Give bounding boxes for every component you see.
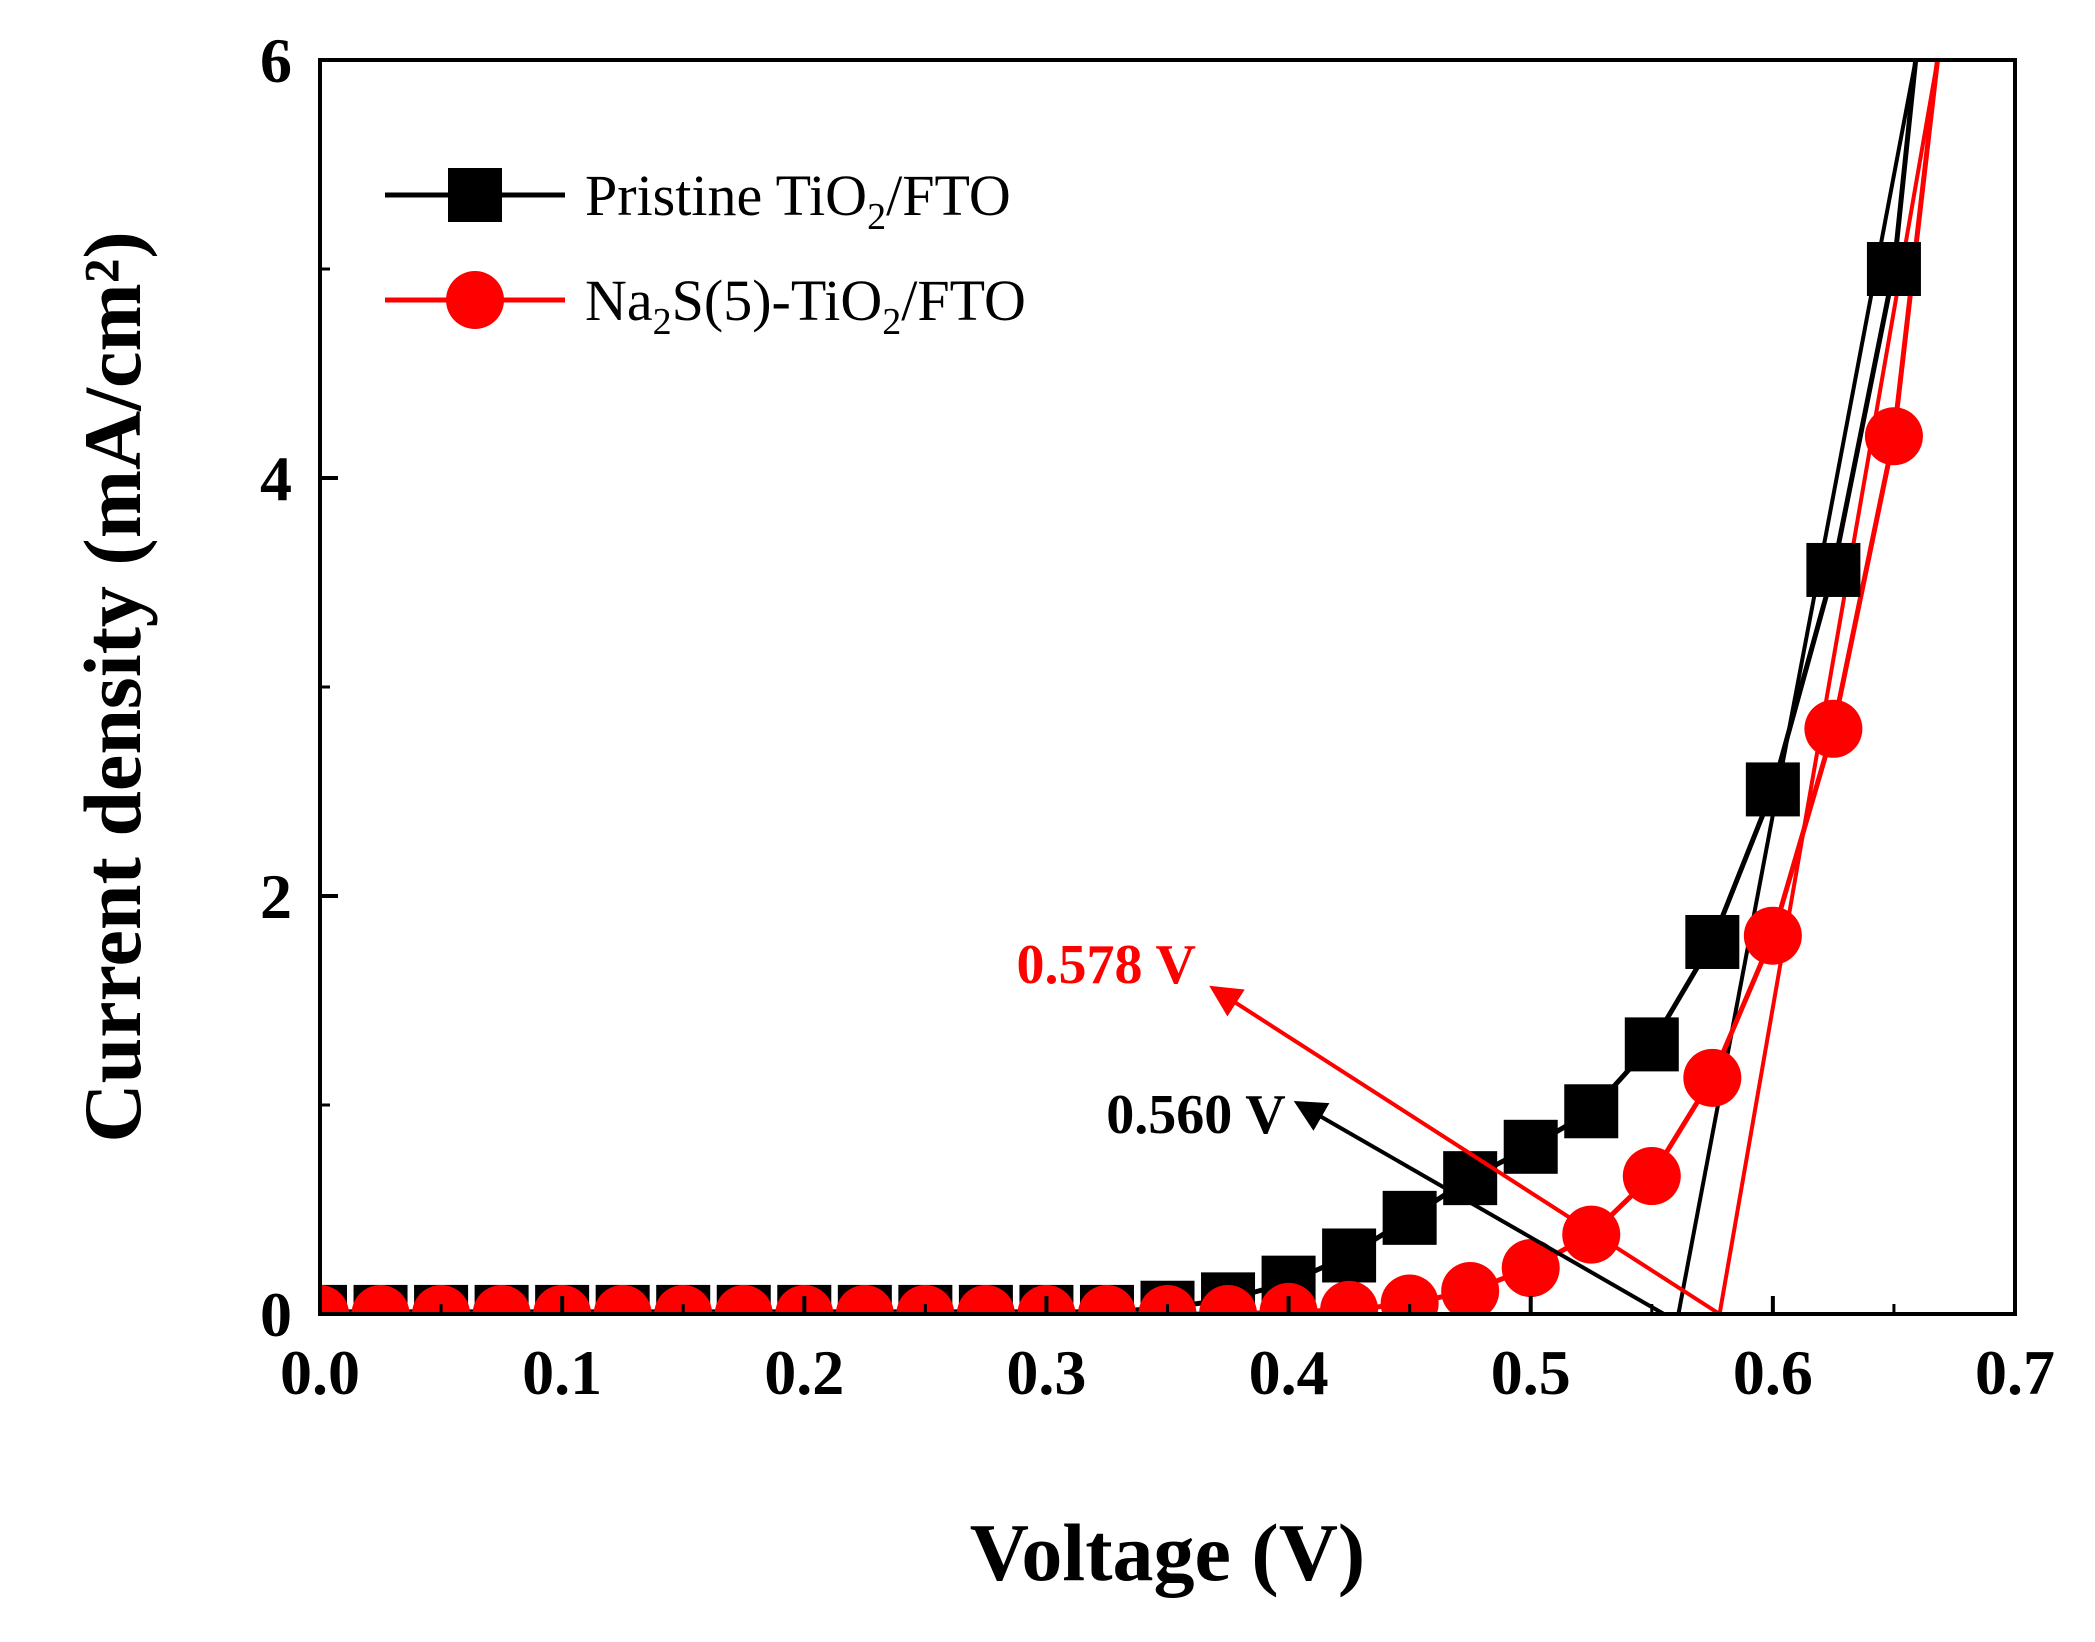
series-1-point-10	[896, 1285, 955, 1314]
series-1-point-6	[654, 1285, 713, 1314]
series-1-point-3	[472, 1285, 531, 1314]
y-tick-label-1: 2	[260, 861, 292, 932]
series-1-point-18	[1380, 1274, 1439, 1314]
series-1-point-26	[1864, 407, 1923, 466]
x-tick-label-1: 0.1	[522, 1337, 602, 1408]
series-1-point-9	[835, 1285, 894, 1314]
series-1-point-2	[412, 1285, 471, 1314]
legend-label-0: Pristine TiO2/FTO	[585, 163, 1011, 238]
x-tick-label-7: 0.7	[1975, 1337, 2055, 1408]
series-line-1	[320, 60, 1940, 1314]
series-1-point-0	[320, 1285, 349, 1314]
x-tick-label-6: 0.6	[1733, 1337, 1813, 1408]
series-1-point-14	[1138, 1285, 1197, 1314]
series-0-point-22	[1624, 1017, 1679, 1072]
series-0-point-18	[1382, 1190, 1437, 1245]
series-1-point-25	[1804, 699, 1863, 758]
series-1-point-15	[1199, 1285, 1258, 1314]
axis-titles: Voltage (V) Current density (mA/cm²)	[67, 231, 1365, 1598]
series-0-point-24	[1745, 762, 1800, 817]
legend-subscript: 2	[867, 196, 886, 238]
series-1-point-23	[1683, 1048, 1742, 1107]
series-0-point-21	[1564, 1084, 1619, 1139]
x-tick-label-3: 0.3	[1006, 1337, 1086, 1408]
x-tick-label-2: 0.2	[764, 1337, 844, 1408]
series-0-point-19	[1443, 1151, 1498, 1206]
series-1-point-13	[1077, 1285, 1136, 1314]
series-1-point-5	[593, 1285, 652, 1314]
legend-text-part: Pristine TiO	[585, 163, 867, 228]
annotation-arrow-0	[1293, 1101, 1665, 1316]
y-axis-title: Current density (mA/cm²)	[67, 231, 158, 1142]
legend-text-part: /FTO	[901, 268, 1026, 333]
y-tick-label-3: 6	[260, 25, 292, 96]
legend-text-part: Na	[585, 268, 653, 333]
series-1-point-17	[1320, 1280, 1379, 1314]
y-tick-label-0: 0	[260, 1279, 292, 1350]
series-1-point-20	[1501, 1239, 1560, 1298]
series-0-point-20	[1503, 1119, 1558, 1174]
series-1-point-22	[1622, 1147, 1681, 1206]
series-1-point-7	[714, 1285, 773, 1314]
plot-area: 0.560 V 0.578 V	[320, 60, 1940, 1316]
annotation-label-0: 0.560 V	[1106, 1084, 1285, 1146]
series-1-point-1	[351, 1285, 410, 1314]
series-0-point-17	[1322, 1228, 1377, 1283]
legend-marker-1	[446, 271, 504, 329]
series-1-point-11	[956, 1285, 1015, 1314]
x-tick-label-4: 0.4	[1249, 1337, 1329, 1408]
x-axis-title: Voltage (V)	[970, 1507, 1366, 1598]
x-tick-label-5: 0.5	[1491, 1337, 1571, 1408]
series-1-point-24	[1743, 906, 1802, 965]
annotation-label-1: 0.578 V	[1016, 934, 1195, 996]
series-0-point-26	[1866, 242, 1921, 296]
legend-text-part: S(5)-TiO	[672, 268, 883, 333]
legend-subscript: 2	[882, 301, 901, 343]
series-0-point-25	[1806, 542, 1861, 597]
axes: 0.0 0.1 0.2 0.3 0.4 0.5 0.6 0.7 0 2 4 6	[260, 25, 2055, 1408]
legend-subscript: 2	[653, 301, 672, 343]
legend-text-part: /FTO	[886, 163, 1011, 228]
series-0-point-23	[1685, 914, 1740, 969]
y-tick-label-2: 4	[260, 443, 292, 514]
series-1-point-21	[1562, 1205, 1621, 1264]
series-1-point-19	[1441, 1262, 1500, 1314]
plot-clip-group	[320, 60, 1940, 1314]
legend-marker-0	[448, 168, 502, 222]
legend-label-1: Na2S(5)-TiO2/FTO	[585, 268, 1026, 343]
x-tick-label-0: 0.0	[280, 1337, 360, 1408]
annotation-arrow-1	[1209, 985, 1721, 1316]
